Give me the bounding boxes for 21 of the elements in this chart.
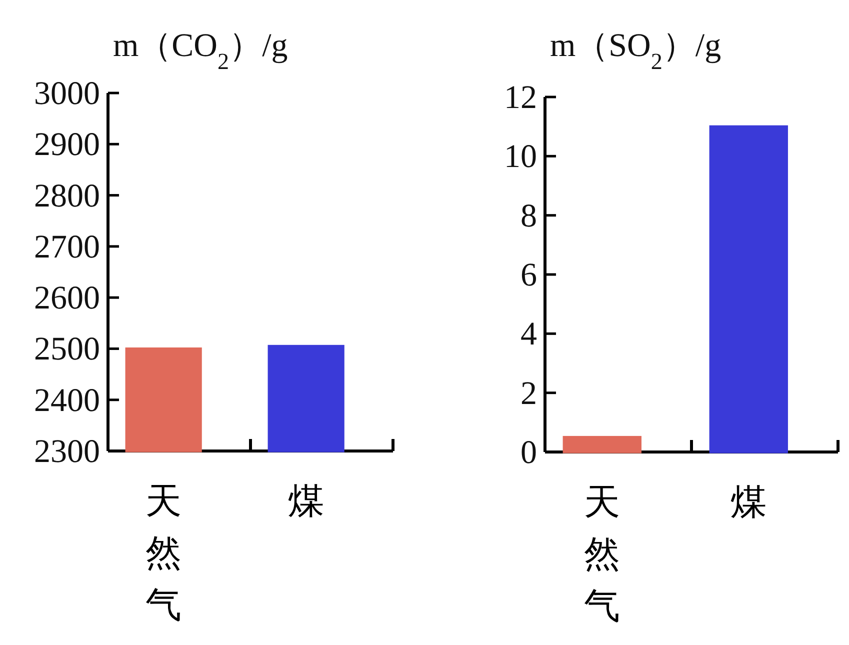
y-tick-label: 6 [520,258,537,294]
y-tick-label: 2400 [34,382,100,419]
x-tick-label: 煤 [288,481,324,522]
y-tick-label: 12 [504,80,537,116]
y-axis-title: m（SO$_{2}$）/g [550,28,722,74]
y-tick-label: 3000 [34,76,100,112]
y-tick-label: 2900 [34,127,100,164]
y-tick-label: 2500 [34,332,100,368]
y-tick-label: 2600 [34,280,100,317]
y-tick-label: 2 [520,376,537,412]
x-tick-label: 天然气 [584,482,620,627]
y-axis-title: m（CO$_{2}$）/g [113,28,288,74]
x-tick-label: 煤 [730,482,767,523]
y-tick-label: 4 [520,316,537,353]
y-tick-label: 2300 [34,434,100,470]
y-tick-label: 0 [520,435,537,471]
y-tick-label: 10 [504,139,537,176]
y-tick-label: 2700 [34,229,100,266]
y-tick-label: 2800 [34,178,100,214]
x-tick-label: 天然气 [146,481,182,626]
y-tick-label: 8 [520,198,537,234]
